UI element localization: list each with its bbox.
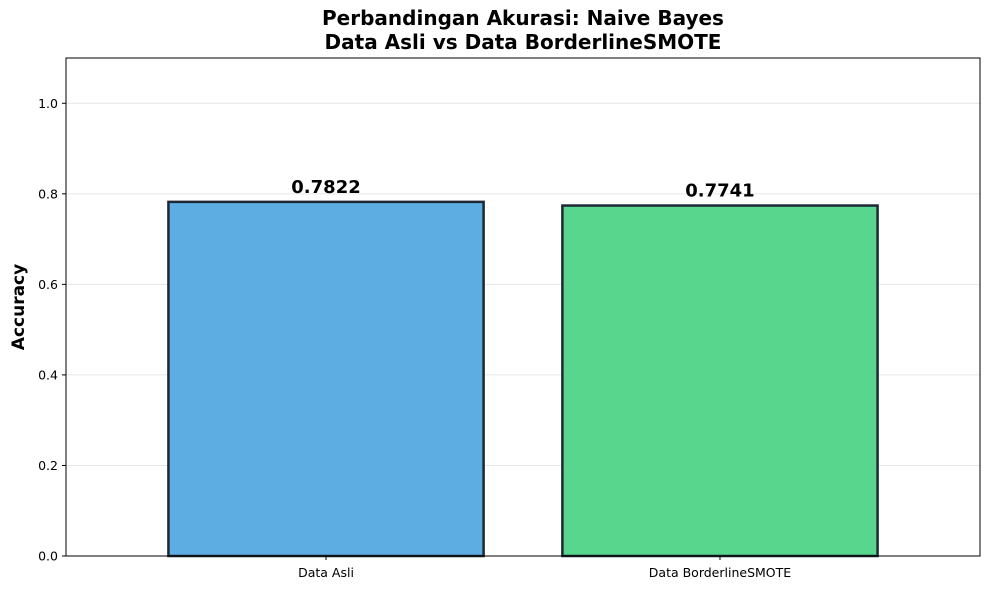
y-axis-ticks: 0.0 0.2 0.4 0.6 0.8 1.0 — [38, 96, 66, 564]
bars — [167, 200, 879, 558]
bar-value-label: 0.7822 — [291, 177, 360, 198]
y-tick-label: 1.0 — [38, 96, 58, 111]
x-axis-ticks: Data Asli Data BorderlineSMOTE — [298, 556, 791, 580]
x-tick-label: Data Asli — [298, 565, 354, 580]
bar — [167, 200, 485, 558]
y-tick-label: 0.0 — [38, 549, 58, 564]
bar-value-label: 0.7741 — [685, 181, 754, 202]
y-tick-label: 0.4 — [38, 367, 58, 382]
x-tick-label: Data BorderlineSMOTE — [649, 565, 791, 580]
chart-title-line-2: Data Asli vs Data BorderlineSMOTE — [325, 30, 722, 54]
bar — [561, 204, 879, 558]
plot-frame — [65, 57, 981, 557]
bar-value-labels: 0.7822 0.7741 — [291, 177, 754, 202]
y-axis-label: Accuracy — [9, 264, 29, 350]
chart-title-line-1: Perbandingan Akurasi: Naive Bayes — [322, 6, 724, 30]
y-tick-label: 0.6 — [38, 277, 58, 292]
y-tick-label: 0.8 — [38, 186, 58, 201]
y-tick-label: 0.2 — [38, 458, 58, 473]
